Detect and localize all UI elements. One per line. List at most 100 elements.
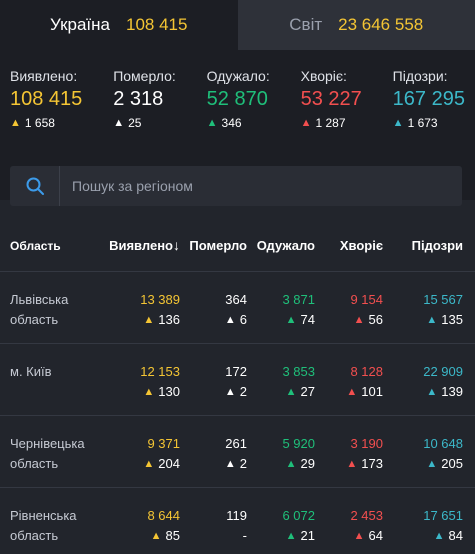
cell-delta: 64 <box>368 528 383 543</box>
cell-deaths: 172 ▲ 2 <box>180 362 247 415</box>
cell-sick: 3 190 ▲ 173 <box>315 434 383 487</box>
cell-delta: 136 <box>158 312 180 327</box>
cell-confirmed: 13 389 ▲ 136 <box>100 290 180 343</box>
cell-value: 2 453 <box>350 508 383 523</box>
cell-recovered: 3 871 ▲ 74 <box>247 290 315 343</box>
cell-confirmed: 9 371 ▲ 204 <box>100 434 180 487</box>
arrow-up-icon: ▲ <box>346 458 358 470</box>
cell-value: 10 648 <box>423 436 463 451</box>
stat-value: 108 415 <box>10 88 83 110</box>
cell-suspected: 10 648 ▲ 205 <box>383 434 463 487</box>
cell-value: 15 567 <box>423 292 463 307</box>
cell-deaths: 261 ▲ 2 <box>180 434 247 487</box>
arrow-up-icon: ▲ <box>300 117 312 129</box>
cell-delta: 101 <box>361 384 383 399</box>
cell-delta: 21 <box>300 528 315 543</box>
cell-delta: 130 <box>158 384 180 399</box>
arrow-up-icon: ▲ <box>10 117 21 129</box>
header-region[interactable]: Область <box>10 238 61 253</box>
cell-value: 6 072 <box>282 508 315 523</box>
cell-value: 261 <box>225 436 247 451</box>
cell-recovered: 3 853 ▲ 27 <box>247 362 315 415</box>
cell-suspected: 17 651 ▲ 84 <box>383 506 463 554</box>
cell-value: 13 389 <box>140 292 180 307</box>
stat-delta: 1 658 <box>24 116 55 130</box>
arrow-up-icon: ▲ <box>143 386 155 398</box>
sort-down-icon: ↓ <box>173 237 180 253</box>
cell-delta: 2 <box>239 384 247 399</box>
cell-delta: 56 <box>368 312 383 327</box>
search-icon[interactable] <box>10 166 60 206</box>
tab-world-label: Світ <box>289 15 323 34</box>
region-search <box>10 166 462 206</box>
arrow-up-icon: ▲ <box>285 458 297 470</box>
arrow-up-icon: ▲ <box>150 530 162 542</box>
cell-delta: 84 <box>448 528 463 543</box>
arrow-up-icon: ▲ <box>143 314 155 326</box>
arrow-up-icon: ▲ <box>285 530 297 542</box>
header-confirmed[interactable]: Виявлено↓ <box>109 237 180 253</box>
tab-ukraine-value: 108 415 <box>126 15 188 34</box>
table-row[interactable]: Львівська область 13 389 ▲ 136 364 ▲ 6 3 871 ▲ 74… <box>0 272 475 344</box>
arrow-up-icon: ▲ <box>206 117 218 129</box>
cell-delta: 139 <box>441 384 463 399</box>
stat-delta: 1 673 <box>407 116 438 130</box>
cell-value: 8 128 <box>350 364 383 379</box>
tab-world[interactable]: Світ 23 646 558 <box>237 0 475 50</box>
header-sick[interactable]: Хворіє <box>339 237 383 253</box>
arrow-up-icon: ▲ <box>285 386 297 398</box>
cell-sick: 2 453 ▲ 64 <box>315 506 383 554</box>
tab-ukraine[interactable]: Україна 108 415 <box>0 0 238 50</box>
region-name: Львівська область <box>10 292 69 327</box>
arrow-up-icon: ▲ <box>426 386 438 398</box>
stat-value: 167 295 <box>392 88 465 110</box>
cell-delta: 27 <box>300 384 315 399</box>
cell-delta: 204 <box>158 456 180 471</box>
cell-confirmed: 12 153 ▲ 130 <box>100 362 180 415</box>
stat-deaths: Померло: 2 318 ▲ 25 <box>113 68 176 200</box>
cell-value: 17 651 <box>423 508 463 523</box>
arrow-up-icon: ▲ <box>224 458 236 470</box>
table-row[interactable]: м. Київ 12 153 ▲ 130 172 ▲ 2 3 853 ▲ 27 8 128 ▲ 101 2… <box>0 344 475 416</box>
cell-suspected: 22 909 ▲ 139 <box>383 362 463 415</box>
header-recovered[interactable]: Одужало <box>256 237 315 253</box>
stat-label: Виявлено: <box>10 68 78 84</box>
cell-recovered: 5 920 ▲ 29 <box>247 434 315 487</box>
cell-value: 5 920 <box>282 436 315 451</box>
cell-delta: 6 <box>239 312 247 327</box>
tab-world-value: 23 646 558 <box>338 15 424 34</box>
cell-value: 364 <box>225 292 247 307</box>
table-row[interactable]: Рівненська область 8 644 ▲ 85 119-6 072 ▲ 21 2 … <box>0 488 475 554</box>
table-row[interactable]: Чернівецька область 9 371 ▲ 204 261 ▲ 2 5 920 ▲ 2… <box>0 416 475 488</box>
cell-value: 22 909 <box>423 364 463 379</box>
stat-delta: 1 287 <box>315 116 346 130</box>
cell-deaths: 364 ▲ 6 <box>180 290 247 343</box>
stat-sick: Хворіє: 53 227 ▲ 1 287 <box>301 68 362 200</box>
cell-delta: 205 <box>441 456 463 471</box>
arrow-up-icon: ▲ <box>113 117 125 129</box>
region-name: Чернівецька область <box>10 436 85 471</box>
cell-value: 3 853 <box>282 364 315 379</box>
cell-value: 3 871 <box>282 292 315 307</box>
cell-value: 119 <box>226 508 247 523</box>
cell-deaths: 119 - <box>180 506 247 554</box>
cell-sick: 8 128 ▲ 101 <box>315 362 383 415</box>
cell-value: 9 154 <box>350 292 383 307</box>
stat-value: 53 227 <box>300 88 362 110</box>
stat-delta: 25 <box>128 116 142 130</box>
cell-confirmed: 8 644 ▲ 85 <box>100 506 180 554</box>
cell-delta: 29 <box>300 456 315 471</box>
table-header: Область Виявлено↓ Померло Одужало Хворіє… <box>0 220 475 272</box>
stat-label: Померло: <box>113 68 176 84</box>
arrow-up-icon: ▲ <box>224 386 236 398</box>
stat-value: 2 318 <box>113 88 164 110</box>
cell-delta: 173 <box>361 456 383 471</box>
cell-value: 8 644 <box>147 508 180 523</box>
cell-value: 3 190 <box>350 436 383 451</box>
search-input[interactable] <box>60 178 462 194</box>
arrow-up-icon: ▲ <box>346 386 358 398</box>
cell-delta: 74 <box>300 312 315 327</box>
header-suspected[interactable]: Підозри <box>411 237 463 253</box>
header-deaths[interactable]: Померло <box>189 237 247 253</box>
cell-delta: 85 <box>165 528 180 543</box>
